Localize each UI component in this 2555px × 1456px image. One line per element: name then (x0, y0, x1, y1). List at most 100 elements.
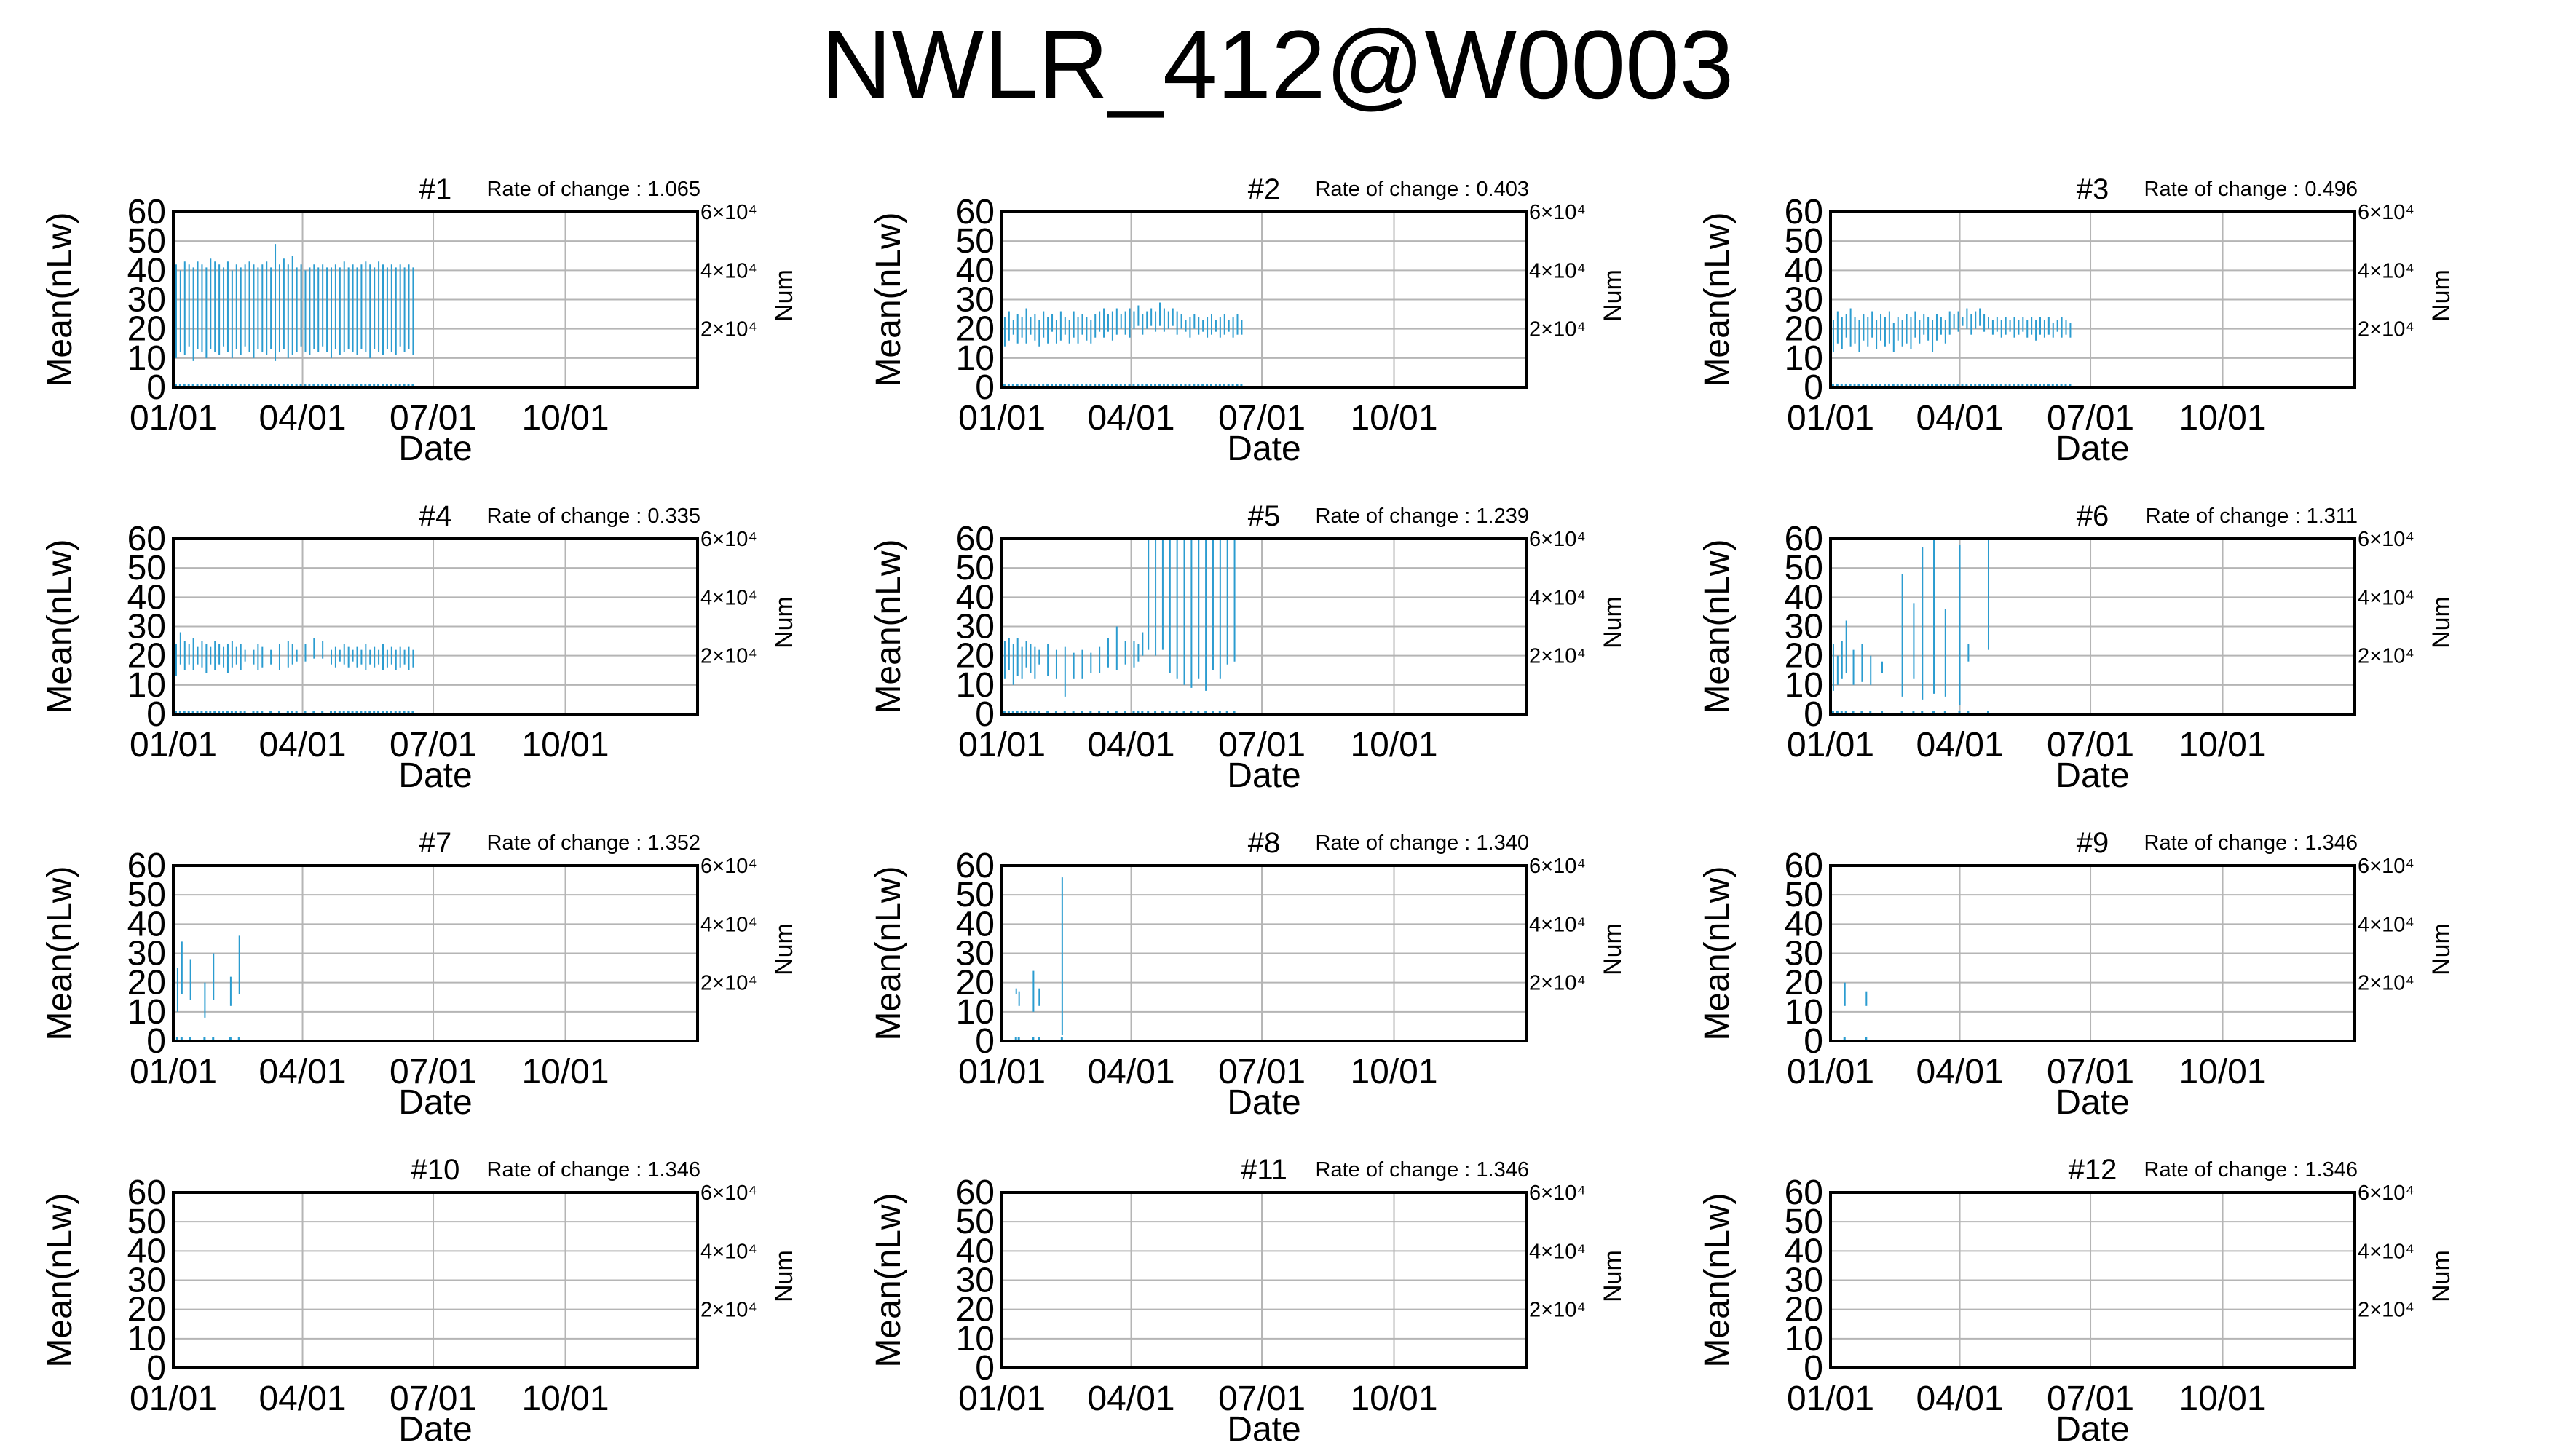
count-bar (2008, 384, 2011, 387)
count-bar (1211, 711, 1214, 713)
y-tick-label: 10 (1785, 993, 1823, 1032)
y-tick-label: 40 (1785, 578, 1823, 617)
count-bar (1922, 384, 1925, 387)
count-bar (1231, 384, 1234, 387)
count-bar (1900, 711, 1903, 713)
count-bar (239, 711, 242, 713)
x-tick-label: 01/01 (958, 726, 1046, 764)
y-tick-label: 60 (127, 847, 166, 885)
y-tick-label: 40 (1785, 1232, 1823, 1270)
count-bar (1003, 711, 1006, 713)
count-bar (394, 384, 397, 387)
count-bar (1204, 711, 1207, 713)
count-bar (1063, 711, 1066, 713)
y-tick-label: 0 (146, 368, 166, 407)
x-tick-label: 04/01 (1087, 399, 1174, 438)
y-axis-title: Mean(nLw) (1698, 539, 1737, 713)
count-bar (2039, 384, 2041, 387)
y2-tick-label: 6×10⁴ (2358, 855, 2414, 878)
plot-frame (172, 864, 699, 1042)
y2-axis-title: Num (1599, 269, 1627, 322)
count-bar (1081, 384, 1083, 387)
count-bar (355, 384, 358, 387)
panel-title: #1 (419, 173, 452, 205)
y-tick-label: 20 (956, 310, 995, 349)
count-bar (1840, 384, 1843, 387)
plot-frame (1829, 210, 2356, 389)
y-tick-label: 20 (127, 1291, 166, 1329)
count-bar (1879, 384, 1882, 387)
count-bar (2004, 384, 2007, 387)
x-tick-label: 01/01 (1787, 726, 1874, 764)
count-bar (1193, 384, 1196, 387)
count-bar (174, 711, 177, 713)
count-bar (1072, 711, 1075, 713)
count-bar (342, 711, 345, 713)
count-bar (1038, 711, 1040, 713)
y-tick-label: 10 (1785, 339, 1823, 378)
count-bar (1094, 384, 1097, 387)
count-bar (299, 384, 302, 387)
count-bar (1862, 384, 1865, 387)
count-bar (1180, 384, 1182, 387)
count-bar (1881, 711, 1884, 713)
count-bar (1991, 384, 1994, 387)
x-tick-label: 01/01 (130, 1380, 217, 1418)
count-bar (1952, 384, 1955, 387)
x-axis-title: Date (2056, 1083, 2129, 1122)
count-bar (1124, 711, 1126, 713)
count-bar (196, 384, 199, 387)
y-tick-label: 10 (956, 993, 995, 1032)
count-bar (261, 711, 264, 713)
count-bar (1961, 384, 1964, 387)
y-tick-label: 50 (956, 549, 995, 587)
page-title: NWLR_412@W0003 (821, 11, 1734, 119)
panel-title: #12 (2069, 1154, 2117, 1186)
rate-of-change-label: Rate of change : 1.346 (2144, 831, 2358, 855)
count-bar (2042, 384, 2045, 387)
count-bar (200, 384, 203, 387)
y-tick-label: 20 (127, 637, 166, 676)
count-bar (286, 384, 289, 387)
y-axis-title: Mean(nLw) (41, 1192, 79, 1367)
y2-axis-title: Num (2428, 1250, 2455, 1302)
count-bar (1020, 711, 1023, 713)
y-tick-label: 10 (127, 1320, 166, 1358)
y2-tick-label: 6×10⁴ (2358, 1182, 2414, 1205)
y-axis-title: Mean(nLw) (869, 866, 908, 1040)
count-bar (1147, 711, 1150, 713)
x-tick-label: 10/01 (521, 1380, 609, 1418)
rate-of-change-label: Rate of change : 1.311 (2146, 505, 2358, 528)
count-bar (1970, 384, 1972, 387)
count-bar (226, 711, 229, 713)
x-axis-title: Date (2056, 756, 2129, 795)
count-bar (1145, 384, 1148, 387)
y-tick-label: 60 (956, 847, 995, 885)
count-bar (243, 384, 246, 387)
y2-axis-title: Num (1599, 923, 1627, 976)
y-tick-label: 20 (1785, 1291, 1823, 1329)
count-bar (1017, 1037, 1020, 1040)
y-tick-label: 0 (975, 368, 995, 407)
count-bar (347, 384, 350, 387)
count-bar (212, 1037, 215, 1040)
count-bar (1883, 384, 1886, 387)
count-bar (333, 711, 336, 713)
count-bar (1106, 384, 1109, 387)
y-tick-label: 20 (1785, 310, 1823, 349)
count-bar (2069, 384, 2072, 387)
x-tick-label: 07/01 (2047, 1380, 2134, 1418)
count-bar (355, 711, 358, 713)
count-bar (1836, 711, 1839, 713)
count-bar (286, 711, 289, 713)
x-axis-title: Date (1227, 756, 1300, 795)
x-tick-label: 10/01 (521, 399, 609, 438)
rate-of-change-label: Rate of change : 1.346 (1316, 1158, 1529, 1182)
count-bar (191, 711, 194, 713)
x-tick-label: 01/01 (958, 1380, 1046, 1418)
count-bar (222, 711, 225, 713)
count-bar (269, 384, 272, 387)
count-bar (407, 711, 410, 713)
